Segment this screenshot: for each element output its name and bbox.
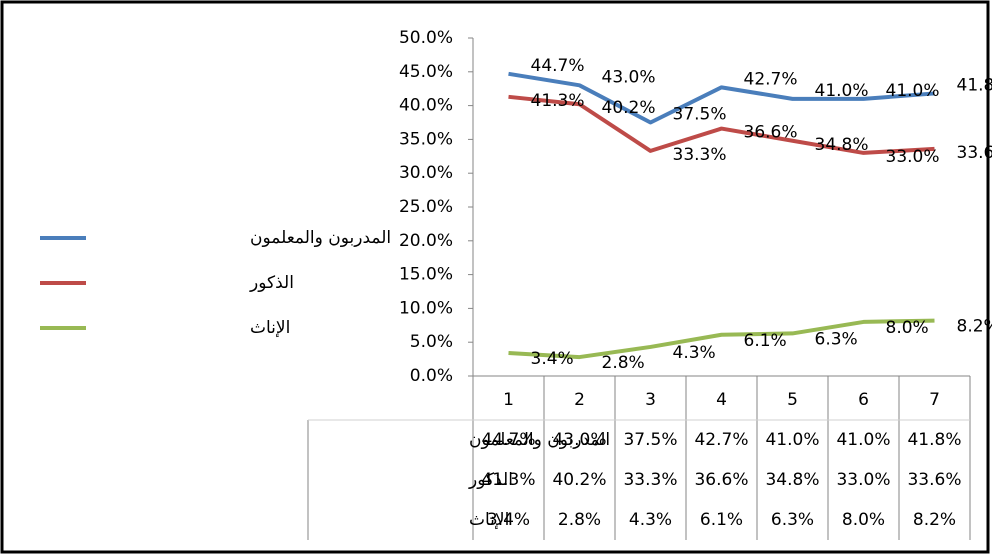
legend-label: الذكور: [249, 273, 294, 293]
series-line: [508, 71, 935, 125]
x-tick-label: 2: [574, 390, 585, 410]
x-tick-label: 4: [716, 390, 727, 410]
x-tick-label: 1: [503, 390, 514, 410]
legend-label: الإناث: [250, 318, 290, 338]
table-cell: 44.7%: [481, 430, 535, 450]
x-tick-label: 7: [929, 390, 940, 410]
table-cell: 43.0%: [552, 430, 606, 450]
data-label: 41.3%: [531, 91, 585, 111]
data-label: 4.3%: [673, 343, 716, 363]
data-label: 41.8%: [957, 75, 992, 95]
y-tick-label: 35.0%: [399, 129, 453, 149]
table-cell: 33.6%: [907, 470, 961, 490]
data-label: 3.4%: [531, 349, 574, 369]
table-cell: 36.6%: [694, 470, 748, 490]
table-cell: 37.5%: [623, 430, 677, 450]
x-tick-label: 6: [858, 390, 869, 410]
data-label: 33.6%: [957, 143, 992, 163]
table-cell: 41.0%: [836, 430, 890, 450]
table-row-label: المدربون والمعلمون: [469, 430, 610, 450]
table-row-label: الذكور: [468, 470, 513, 490]
table-cell: 8.2%: [913, 510, 956, 530]
y-tick-label: 30.0%: [399, 163, 453, 183]
table-cell: 41.8%: [907, 430, 961, 450]
data-label: 33.3%: [673, 145, 727, 165]
data-label: 6.3%: [815, 329, 858, 349]
data-label: 33.0%: [886, 147, 940, 167]
table-cell: 8.0%: [842, 510, 885, 530]
legend-label: المدربون والمعلمون: [250, 228, 391, 248]
table-cell: 42.7%: [694, 430, 748, 450]
table-cell: 3.4%: [487, 510, 530, 530]
y-tick-label: 40.0%: [399, 96, 453, 116]
data-label: 44.7%: [531, 56, 585, 76]
y-tick-label: 50.0%: [399, 28, 453, 48]
table-cell: 40.2%: [552, 470, 606, 490]
table-cell: 6.1%: [700, 510, 743, 530]
data-label: 34.8%: [815, 135, 869, 155]
data-label: 40.2%: [602, 98, 656, 118]
data-label: 41.0%: [886, 81, 940, 101]
data-label: 37.5%: [673, 105, 727, 125]
data-label: 42.7%: [744, 69, 798, 89]
x-tick-label: 5: [787, 390, 798, 410]
table-cell: 33.0%: [836, 470, 890, 490]
table-cell: 4.3%: [629, 510, 672, 530]
y-tick-label: 15.0%: [399, 265, 453, 285]
series-line: [508, 318, 935, 360]
y-tick-label: 25.0%: [399, 197, 453, 217]
data-label: 8.0%: [886, 318, 929, 338]
data-label: 8.2%: [957, 317, 992, 337]
data-label: 43.0%: [602, 67, 656, 87]
table-cell: 6.3%: [771, 510, 814, 530]
table-cell: 2.8%: [558, 510, 601, 530]
series-line: [508, 94, 935, 155]
table-cell: 41.3%: [481, 470, 535, 490]
y-tick-label: 5.0%: [410, 332, 453, 352]
table-row-label: الإناث: [469, 510, 509, 530]
y-tick-label: 10.0%: [399, 298, 453, 318]
data-label: 2.8%: [602, 353, 645, 373]
y-tick-label: 45.0%: [399, 62, 453, 82]
table-cell: 33.3%: [623, 470, 677, 490]
data-label: 36.6%: [744, 123, 798, 143]
data-label: 41.0%: [815, 81, 869, 101]
x-tick-label: 3: [645, 390, 656, 410]
y-tick-label: 20.0%: [399, 231, 453, 251]
table-cell: 34.8%: [765, 470, 819, 490]
table-cell: 41.0%: [765, 430, 819, 450]
y-tick-label: 0.0%: [410, 366, 453, 386]
data-label: 6.1%: [744, 331, 787, 351]
